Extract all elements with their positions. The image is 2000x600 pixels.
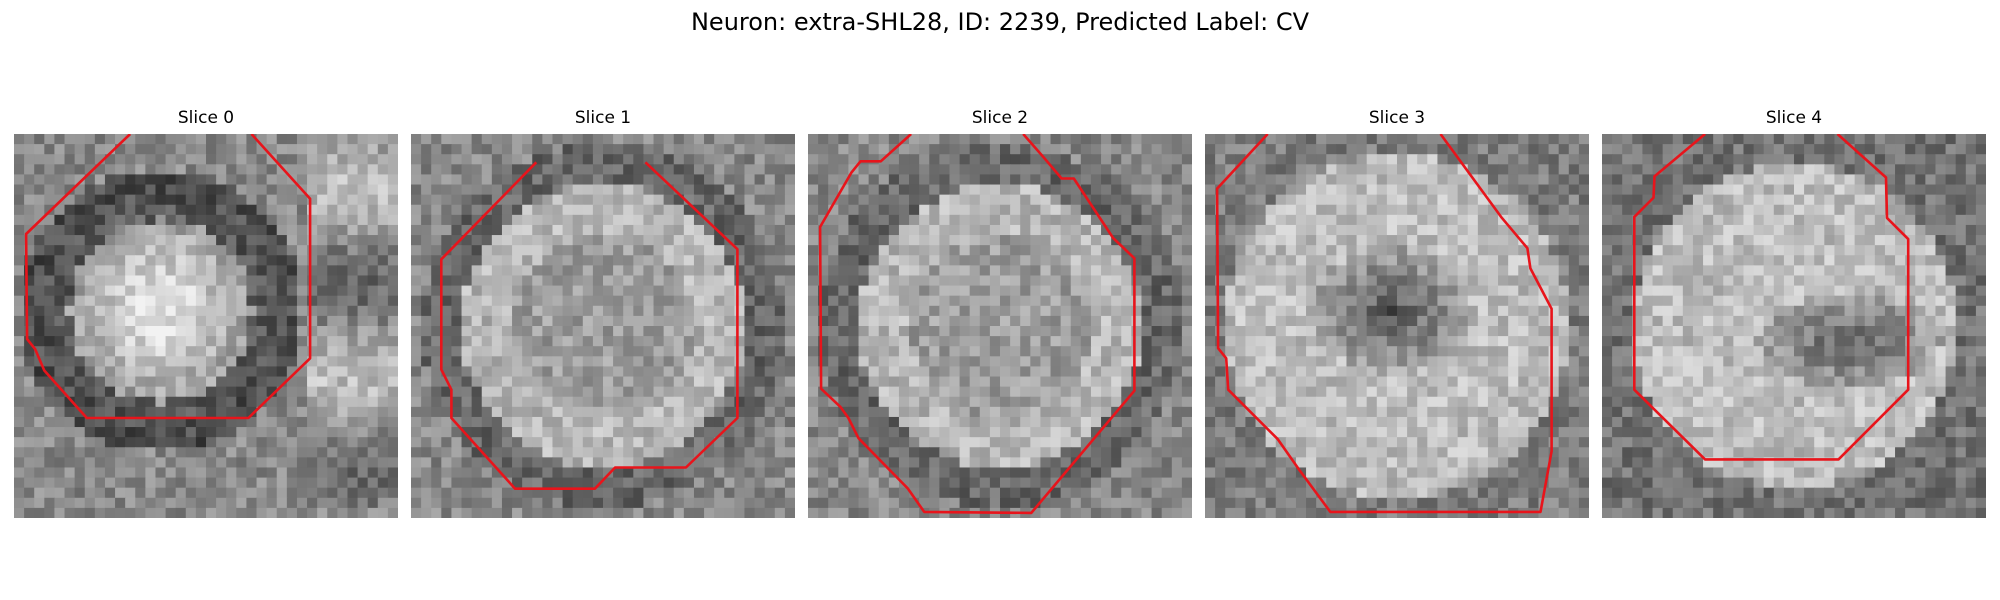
pixel-grid: [808, 134, 1192, 518]
slice-image-2: [808, 134, 1192, 518]
segmentation-contour: [439, 161, 739, 491]
slice-title-3: Slice 3: [1368, 108, 1426, 128]
pixel-grid: [1205, 134, 1589, 518]
slice-image-4: [1602, 134, 1986, 518]
slice-title-2: Slice 2: [971, 108, 1029, 128]
slice-image-1: [411, 134, 795, 518]
slice-svg-3: [1205, 134, 1589, 518]
segmentation-contour: [1632, 134, 1910, 461]
slice-svg-4: [1602, 134, 1986, 518]
slice-title-0: Slice 0: [177, 108, 235, 128]
slice-title-1: Slice 1: [574, 108, 632, 128]
pixel-grid: [14, 134, 398, 518]
segmentation-contour: [1215, 134, 1553, 514]
figure-title: Neuron: extra-SHL28, ID: 2239, Predicted…: [690, 8, 1310, 36]
slice-image-0: [14, 134, 398, 518]
slice-svg-0: [14, 134, 398, 518]
segmentation-contour: [24, 134, 312, 420]
slice-svg-2: [808, 134, 1192, 518]
slice-title-4: Slice 4: [1765, 108, 1823, 128]
slice-image-3: [1205, 134, 1589, 518]
slice-svg-1: [411, 134, 795, 518]
pixel-grid: [411, 134, 795, 518]
segmentation-contour: [818, 134, 1136, 515]
pixel-grid: [1602, 134, 1986, 518]
